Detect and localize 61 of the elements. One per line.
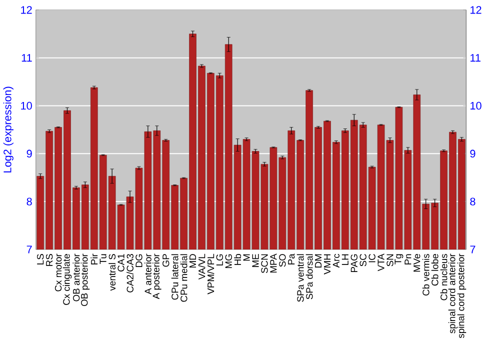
x-tick-label: LH (342, 254, 348, 265)
x-tick-label: CPu medial (180, 254, 188, 302)
x-tick-label: ME (252, 254, 259, 268)
x-tick-label: SCN (261, 254, 268, 274)
x-tick-label: IC (368, 254, 376, 262)
x-tick-label: spinal cord anterior (448, 254, 458, 334)
x-tick-label: VMH (324, 254, 330, 275)
x-tick-label: A posterior (152, 254, 162, 300)
x-tick-label: VPM/VPL (207, 254, 214, 294)
x-tick-label: CPu lateral (171, 254, 178, 300)
x-tick-label: OB anterior (72, 254, 80, 302)
x-tick-label: VA/VL (198, 254, 206, 280)
x-tick-label: Pir (90, 254, 98, 264)
y-tick-label: 10 (21, 102, 32, 110)
y2-tick-label: 12 (470, 6, 482, 14)
y-tick-label: 12 (21, 6, 32, 14)
x-tick-label: A anterior (144, 254, 152, 294)
x-tick-label: GP (162, 254, 170, 267)
y-axis-title: Log2 (expression) (3, 86, 14, 172)
y2-tick-label: 9 (470, 150, 476, 158)
x-tick-label: SPa ventral (296, 254, 304, 302)
x-tick-label: LG (216, 254, 223, 266)
x-tick-label: LS (37, 254, 44, 264)
x-tick-label: Hb (234, 254, 242, 265)
x-tick-label: ventral S (108, 254, 116, 291)
x-tick-label: Cb lobe (431, 254, 438, 286)
y2-tick-label: 8 (470, 198, 476, 206)
x-tick-label: MG (225, 254, 232, 268)
x-tick-label: Cx motor (54, 254, 62, 292)
x-tick-label: M (243, 254, 250, 261)
x-tick-label: Arc (332, 254, 340, 268)
x-tick-label: VTA (378, 254, 384, 272)
x-tick-label: Cb nucleus (440, 254, 448, 300)
x-tick-label: DG (136, 254, 142, 268)
x-tick-label: Tu (100, 254, 106, 264)
x-tick-label: CA2/CA3 (126, 254, 134, 292)
y2-tick-label: 10 (470, 102, 482, 110)
x-tick-label: spinal cord posterior (457, 254, 466, 338)
x-tick-label: PAG (350, 254, 358, 272)
y-tick-label: 11 (22, 54, 32, 62)
x-tick-label: MVe (414, 254, 420, 272)
x-tick-label: MD (190, 254, 196, 268)
x-tick-label: Cx cingulate (62, 254, 72, 305)
y-tick-label: 8 (26, 198, 32, 206)
x-tick-label: SO (279, 254, 286, 267)
y-tick-label: 9 (26, 150, 32, 158)
x-tick-label: Cb vermis (422, 254, 430, 296)
x-tick-label: CA1 (118, 254, 124, 272)
x-tick-label: RS (46, 254, 53, 266)
x-tick-label: SPa dorsal (306, 254, 313, 300)
x-tick-label: Pn (404, 254, 412, 264)
y2-tick-label: 11 (470, 54, 480, 62)
x-tick-label: Tg (394, 254, 404, 264)
y2-tick-label: 7 (470, 246, 476, 254)
x-tick-label: OB posterior (80, 254, 90, 306)
x-tick-label: SC (360, 254, 366, 266)
x-tick-label: SN (386, 254, 394, 266)
x-tick-label: DM (315, 254, 322, 268)
x-tick-label: Pa (288, 254, 295, 264)
x-tick-label: MPA (270, 254, 277, 273)
y-tick-label: 7 (26, 246, 32, 254)
